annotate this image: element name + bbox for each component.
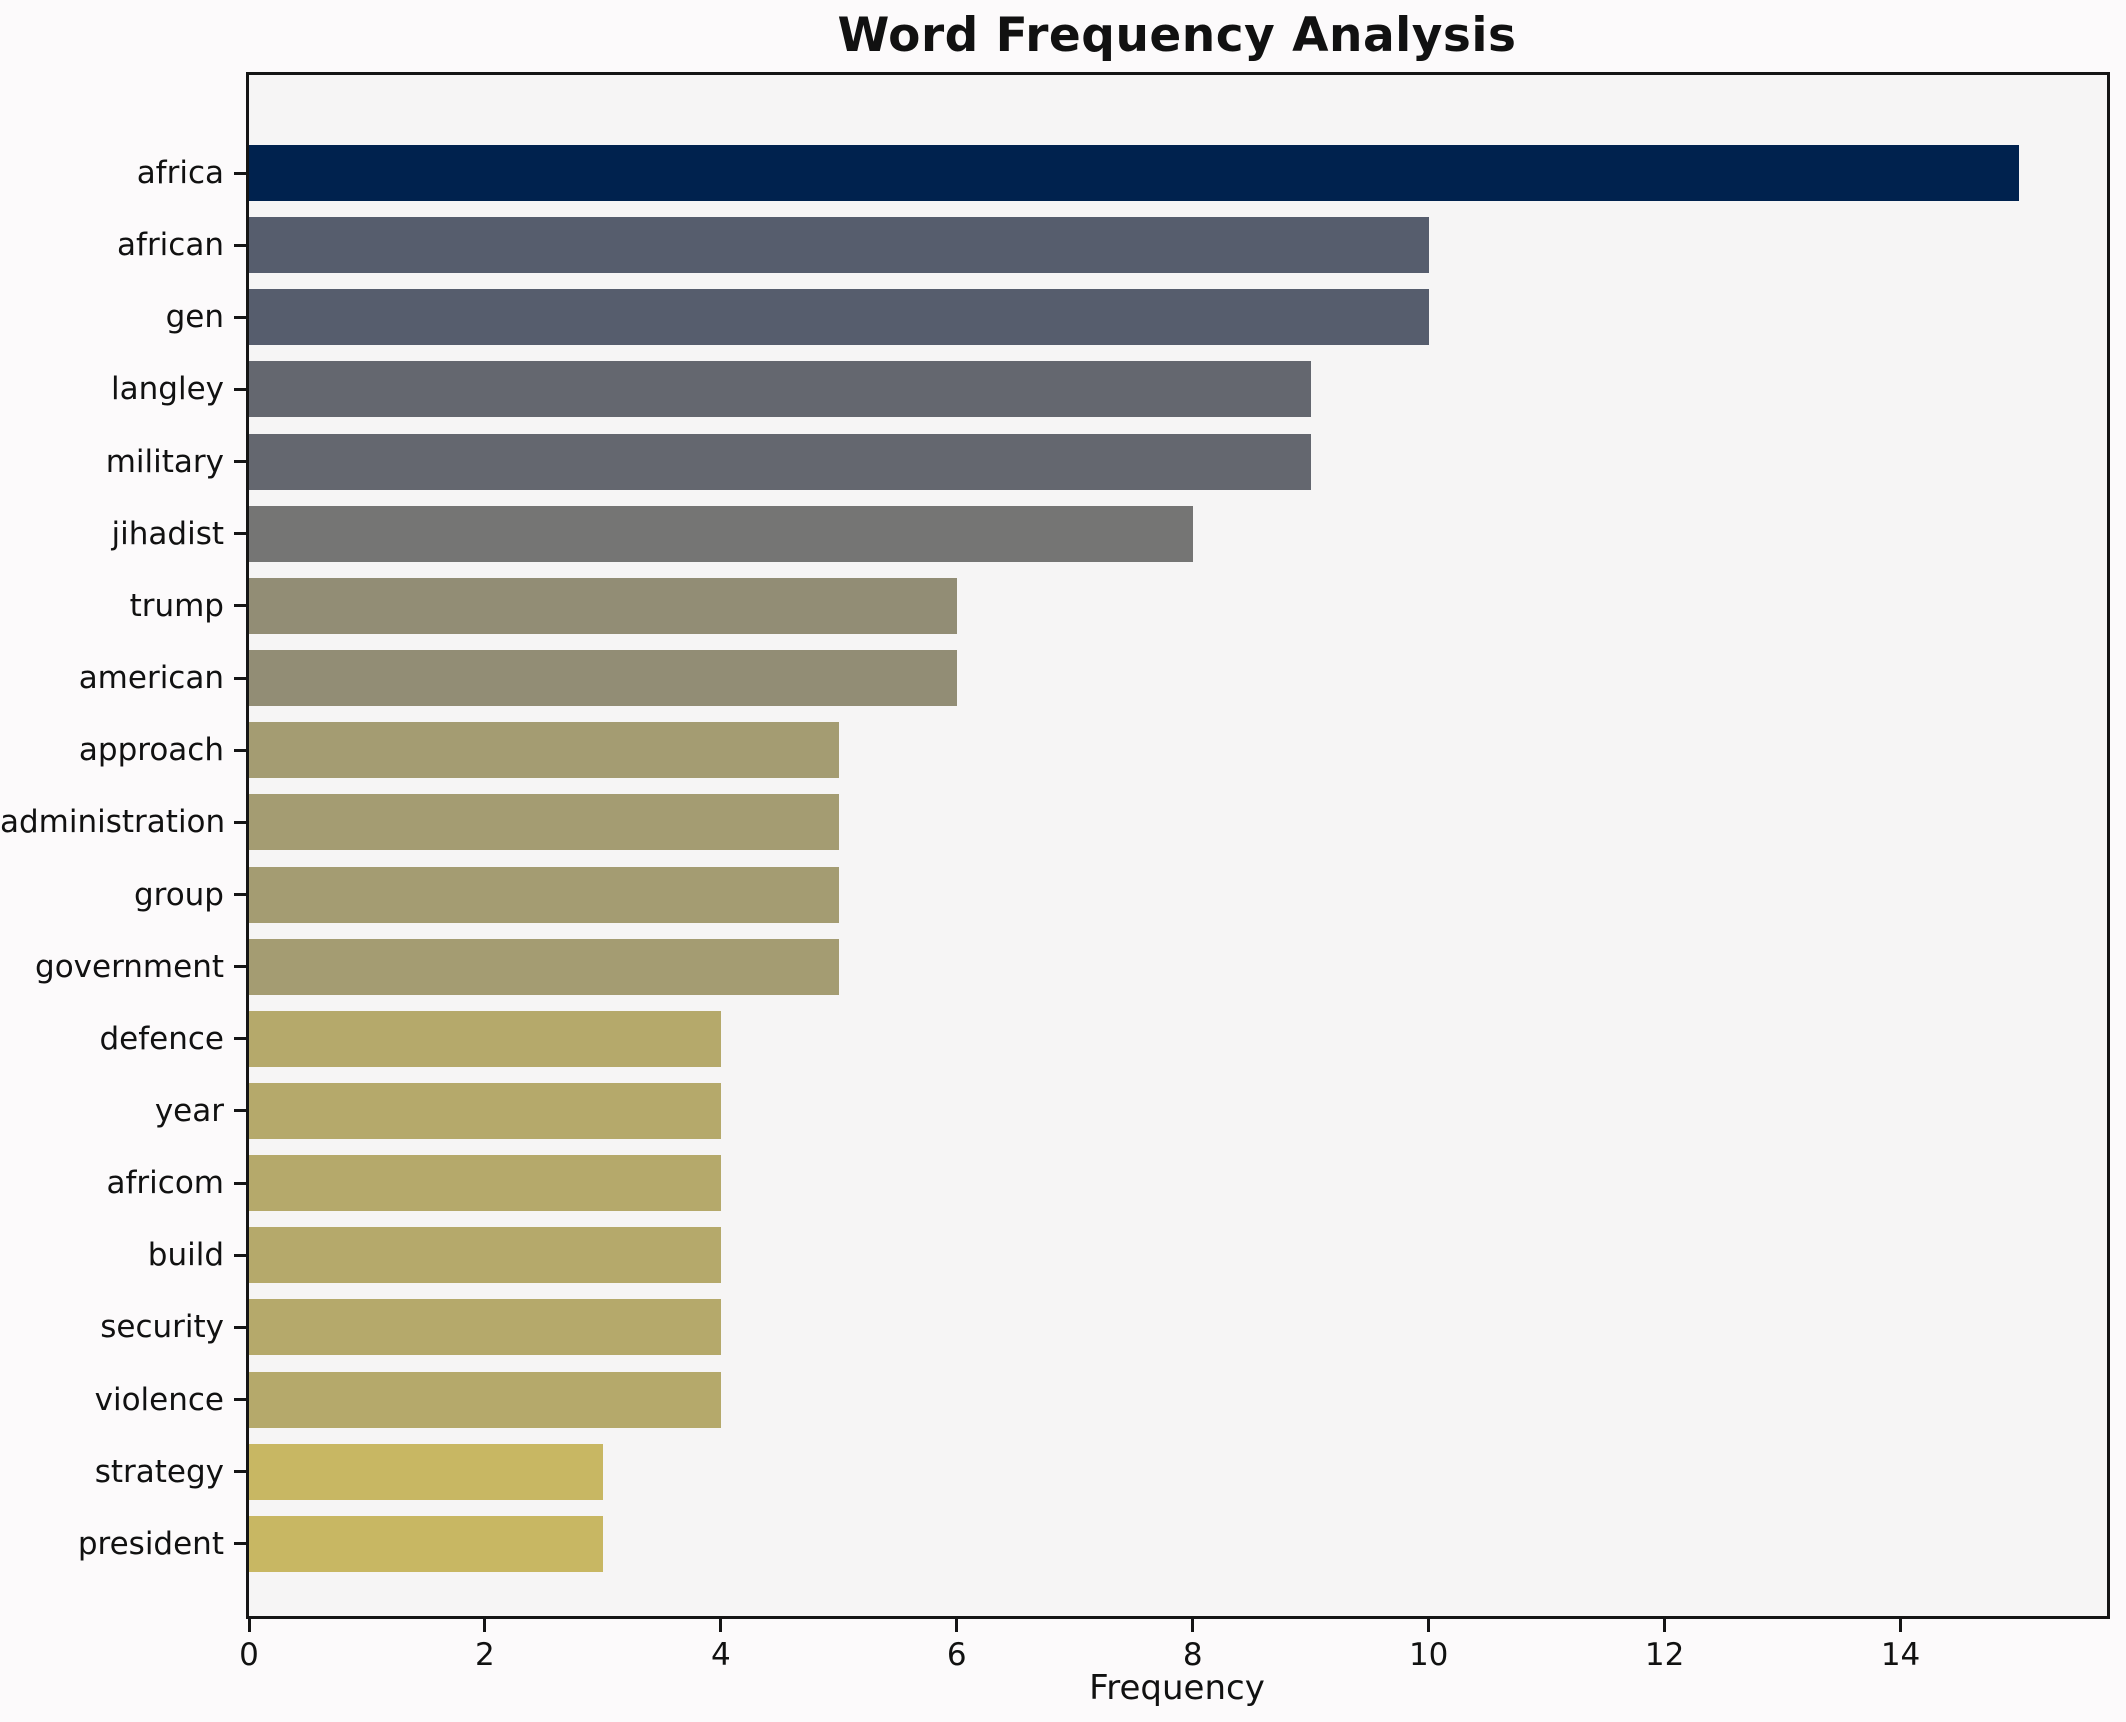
y-tick-label-security: security: [100, 1309, 224, 1346]
x-tick-mark: [719, 1619, 723, 1632]
y-tick-label-violence: violence: [94, 1381, 224, 1418]
x-tick-mark: [1663, 1619, 1667, 1632]
bar-government: [249, 938, 839, 995]
bar-gen: [249, 289, 1429, 346]
y-tick-mark: [234, 1325, 246, 1329]
x-tick-label-10: 10: [1408, 1637, 1449, 1673]
bar-military: [249, 433, 1311, 490]
plot-area: [246, 72, 2110, 1619]
y-tick-label-president: president: [77, 1525, 224, 1562]
bar-jihadist: [249, 505, 1193, 562]
bar-president: [249, 1515, 603, 1572]
bar-violence: [249, 1371, 721, 1428]
y-tick-label-langley: langley: [111, 371, 224, 408]
y-tick-mark: [234, 748, 246, 752]
y-tick-mark: [234, 965, 246, 969]
y-tick-mark: [234, 820, 246, 824]
y-tick-mark: [234, 1253, 246, 1257]
y-tick-mark: [234, 604, 246, 608]
y-tick-label-africom: africom: [106, 1165, 224, 1202]
x-tick-mark: [955, 1619, 959, 1632]
y-tick-label-american: american: [78, 660, 224, 697]
x-tick-mark: [1191, 1619, 1195, 1632]
y-tick-mark: [234, 893, 246, 896]
y-tick-label-trump: trump: [129, 587, 224, 624]
y-tick-label-strategy: strategy: [94, 1453, 224, 1490]
y-tick-label-year: year: [154, 1092, 224, 1129]
bar-year: [249, 1082, 721, 1139]
bar-africa: [249, 145, 2019, 201]
bar-africom: [249, 1155, 721, 1212]
bar-approach: [249, 722, 839, 779]
y-tick-mark: [234, 676, 246, 680]
bar-american: [249, 650, 957, 707]
y-tick-label-administration: administration: [0, 804, 226, 841]
y-tick-mark: [234, 1470, 246, 1474]
y-tick-label-jihadist: jihadist: [111, 515, 224, 552]
y-tick-mark: [234, 243, 246, 247]
y-tick-label-gen: gen: [165, 299, 224, 336]
x-tick-label-6: 6: [946, 1637, 967, 1673]
y-tick-mark: [234, 1037, 246, 1041]
bar-defence: [249, 1010, 721, 1067]
y-tick-mark: [234, 1398, 246, 1402]
y-tick-label-group: group: [133, 876, 224, 913]
y-tick-mark: [234, 387, 246, 391]
y-tick-label-african: african: [117, 227, 224, 264]
bar-strategy: [249, 1443, 603, 1500]
y-tick-mark: [234, 532, 246, 536]
bar-build: [249, 1227, 721, 1284]
y-tick-mark: [234, 171, 246, 175]
y-tick-label-africa: africa: [136, 155, 224, 191]
y-tick-label-approach: approach: [78, 732, 224, 769]
x-axis-label: Frequency: [1089, 1668, 1265, 1708]
y-tick-label-build: build: [147, 1237, 224, 1274]
y-tick-mark: [234, 1542, 246, 1546]
bar-administration: [249, 794, 839, 851]
x-tick-mark: [1427, 1619, 1431, 1632]
y-tick-mark: [234, 1109, 246, 1113]
bar-langley: [249, 361, 1311, 418]
x-tick-label-12: 12: [1644, 1637, 1685, 1673]
x-tick-label-4: 4: [710, 1637, 731, 1673]
y-tick-mark: [234, 315, 246, 319]
bar-african: [249, 217, 1429, 274]
bar-security: [249, 1299, 721, 1356]
x-tick-label-0: 0: [239, 1637, 259, 1673]
x-tick-mark: [1899, 1619, 1903, 1632]
x-tick-label-14: 14: [1880, 1637, 1921, 1673]
x-tick-mark: [483, 1619, 487, 1632]
y-tick-mark: [234, 460, 246, 464]
y-tick-label-military: military: [105, 443, 224, 480]
bar-trump: [249, 577, 957, 634]
chart-title: Word Frequency Analysis: [837, 8, 1517, 63]
x-tick-mark: [247, 1619, 251, 1632]
bar-group: [249, 866, 839, 923]
y-tick-mark: [234, 1181, 246, 1185]
y-tick-label-government: government: [35, 948, 224, 985]
y-tick-label-defence: defence: [99, 1020, 225, 1057]
x-tick-label-8: 8: [1182, 1637, 1203, 1673]
x-tick-label-2: 2: [475, 1637, 495, 1673]
